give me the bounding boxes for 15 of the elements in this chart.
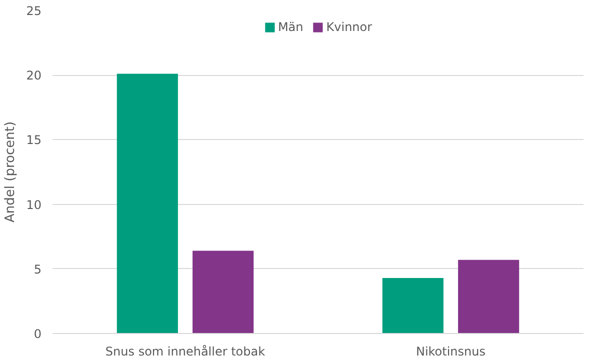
bar [382,278,444,334]
y-axis-title: Andel (procent) [3,121,18,223]
bar [458,260,520,334]
bar [116,74,178,334]
y-tick-label: 20 [26,68,42,83]
y-tick-label: 0 [34,327,42,341]
y-tick-label: 5 [34,262,42,276]
x-tick-label: Snus som innehåller tobak [105,344,266,358]
y-tick-label: 25 [26,4,42,18]
bar [192,250,254,334]
y-tick-label: 15 [26,133,42,148]
y-tick-label: 10 [26,198,42,212]
legend-label: Kvinnor [326,20,372,34]
legend-label: Män [278,20,304,34]
x-tick-label: Nikotinsnus [416,344,486,358]
